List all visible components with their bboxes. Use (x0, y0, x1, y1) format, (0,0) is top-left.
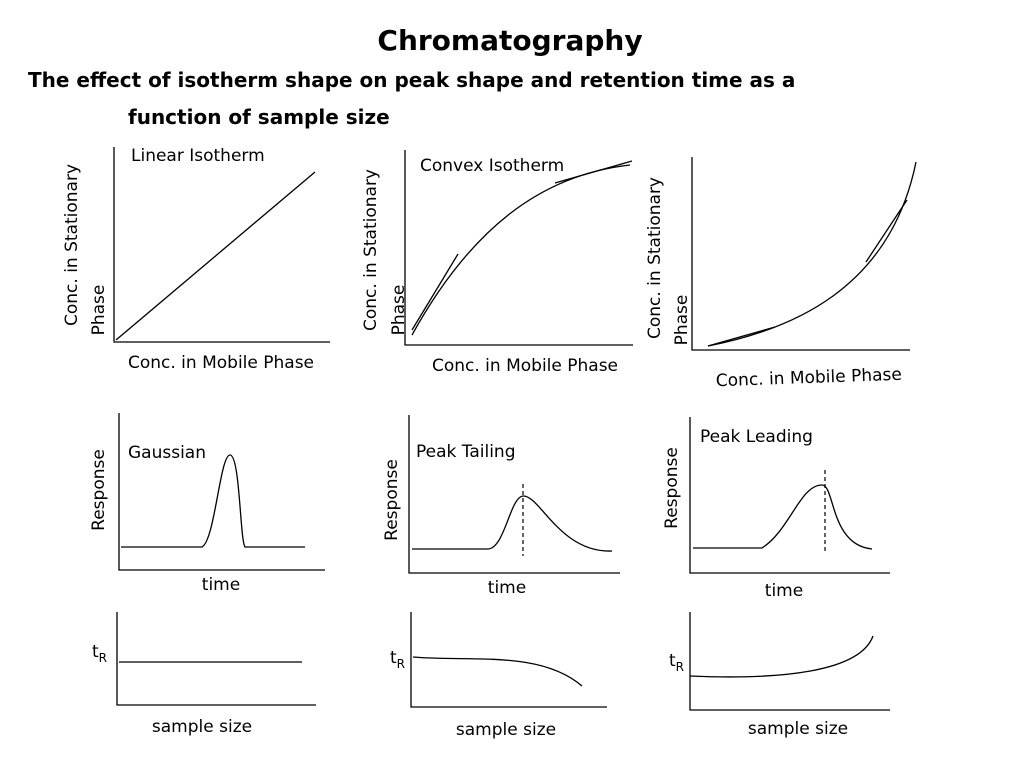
panel-label: Gaussian (128, 443, 206, 463)
y-label: tR (92, 642, 107, 665)
tangent (707, 199, 908, 347)
retention-curve (689, 635, 874, 678)
y-label-main: t (390, 648, 397, 668)
panel-label: Linear Isotherm (131, 146, 265, 166)
y-label: tR (390, 648, 405, 671)
y-label-main: t (92, 642, 99, 662)
axes (408, 415, 620, 574)
x-label: sample size (456, 720, 556, 740)
x-label: sample size (152, 717, 252, 737)
title: Chromatography (377, 24, 642, 57)
axes (404, 150, 633, 346)
tangent (411, 160, 633, 331)
axes (113, 147, 330, 343)
y-label: Conc. in Stationary (361, 169, 381, 331)
y-label-sub: R (676, 660, 684, 674)
x-label: Conc. in Mobile Phase (716, 365, 903, 391)
x-label: time (202, 575, 240, 595)
y-label: Phase (89, 285, 109, 336)
axes (689, 612, 890, 711)
y-label-sub: R (99, 651, 107, 665)
x-label: Conc. in Mobile Phase (128, 353, 314, 373)
y-label-main: t (669, 651, 676, 671)
peak-curve (121, 454, 305, 548)
isotherm-curve (411, 164, 631, 336)
y-label: Phase (672, 295, 692, 346)
y-label: Response (662, 447, 682, 529)
y-label: tR (669, 651, 684, 674)
isotherm-curve (115, 171, 316, 341)
axes (691, 157, 910, 351)
peak-curve (412, 495, 613, 552)
subtitle: The effect of isotherm shape on peak sha… (28, 68, 795, 92)
y-label: Phase (389, 285, 409, 336)
y-label-sub: R (397, 657, 405, 671)
peak-curve (693, 484, 873, 550)
x-label: time (488, 578, 526, 598)
axes (116, 612, 316, 706)
y-label: Conc. in Stationary (645, 177, 665, 339)
isotherm-curve (707, 161, 917, 347)
y-label: Response (89, 449, 109, 531)
axes (410, 612, 607, 708)
x-label: Conc. in Mobile Phase (432, 356, 618, 376)
y-label: Response (382, 459, 402, 541)
x-label: sample size (748, 719, 848, 739)
y-label: Conc. in Stationary (62, 164, 82, 326)
axes (689, 417, 890, 574)
panel-label: Peak Tailing (416, 442, 516, 462)
panel-label: Convex Isotherm (420, 156, 564, 176)
retention-curve (412, 656, 583, 687)
axes (118, 413, 325, 571)
panel-label: Peak Leading (700, 427, 813, 447)
subtitle: function of sample size (128, 105, 390, 129)
x-label: time (765, 581, 803, 601)
